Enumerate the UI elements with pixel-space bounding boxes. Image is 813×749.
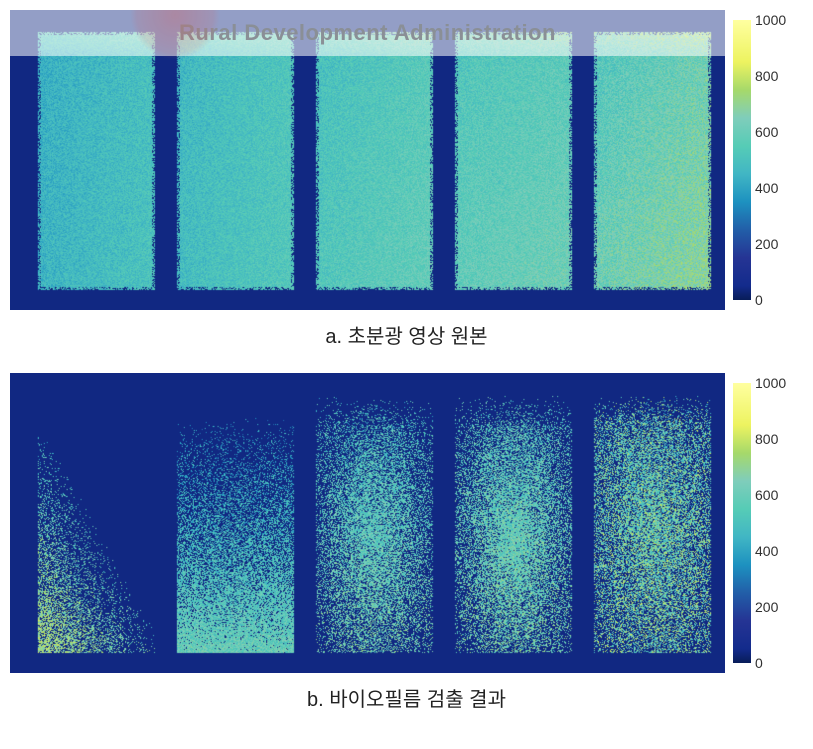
panel-b: 0 200 400 600 800 1000 [10, 373, 803, 673]
colorbar-tick: 600 [755, 487, 778, 503]
colorbar-gradient-b [733, 383, 751, 663]
colorbar-tick: 0 [755, 655, 763, 671]
colorbar-ticks-a: 02004006008001000 [755, 20, 803, 300]
heatmap-b [10, 373, 725, 673]
heatmap-canvas-b [10, 373, 725, 673]
colorbar-tick: 800 [755, 431, 778, 447]
caption-b: b. 바이오필름 검출 결과 [10, 683, 803, 712]
colorbar-tick: 800 [755, 68, 778, 84]
panel-a-row: Rural Development Administration 0 200 400… [10, 10, 803, 310]
colorbar-tick: 400 [755, 180, 778, 196]
colorbar-tick: 400 [755, 543, 778, 559]
panel-a: Rural Development Administration 0 200 400… [10, 10, 803, 310]
caption-a: a. 초분광 영상 원본 [10, 320, 803, 349]
colorbar-tick: 1000 [755, 12, 786, 28]
panel-b-row: 0 200 400 600 800 1000 [10, 373, 803, 673]
heatmap-canvas-a [10, 10, 725, 310]
colorbar-tick: 200 [755, 236, 778, 252]
colorbar-tick: 0 [755, 292, 763, 308]
colorbar-tick: 1000 [755, 375, 786, 391]
colorbar-b: 0 200 400 600 800 1000 [725, 373, 803, 673]
heatmap-a: Rural Development Administration [10, 10, 725, 310]
colorbar-tick: 200 [755, 599, 778, 615]
colorbar-a: 0 200 400 600 800 1000 [725, 10, 803, 310]
colorbar-tick: 600 [755, 124, 778, 140]
colorbar-ticks-b: 02004006008001000 [755, 383, 803, 663]
colorbar-gradient-a [733, 20, 751, 300]
